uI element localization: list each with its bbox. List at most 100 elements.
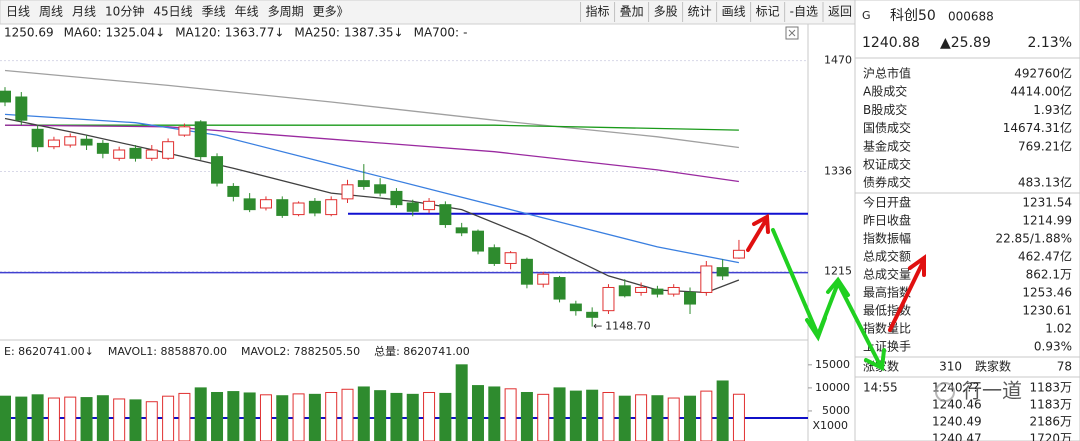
y-tick-label: 1336 [824,165,852,178]
volume-bar [520,391,533,441]
market-label: 基金成交 [863,138,911,153]
side-content: G 科创50 000688 1240.88 ▲25.89 2.13% 沪总市值 492760亿… [855,8,1080,441]
volume-bar [259,394,272,441]
period-tab[interactable]: 季线 [202,5,226,19]
ma-line [5,124,739,131]
indicator-name: MA700: [414,26,460,40]
period-tab[interactable]: 日线 [6,5,30,19]
period-tab[interactable]: 年线 [235,5,259,19]
tool-button[interactable]: 标记 [756,5,780,19]
volume-legend: MAVOL1: 8858870.00 [108,345,227,358]
red-arrow-head [752,213,770,234]
volume-tick-label: 10000 [815,381,850,394]
quote-pct: 2.13% [1028,35,1072,51]
indicator-value: 1325.04↓ [106,26,166,40]
volume-bar [113,398,126,441]
volume-bar [390,392,403,441]
stat-value: 462.47亿 [1018,249,1072,264]
toolbar [0,0,856,25]
quote-code: 000688 [948,10,994,24]
candle-body [504,252,517,264]
red-arrow [888,260,925,332]
candle-body [586,311,599,318]
candle-body [716,267,729,277]
period-tab[interactable]: 月线 [72,5,96,19]
volume-bar [162,395,175,441]
settings-icon [785,26,799,40]
volume-bar [537,393,550,441]
candle-body [276,199,289,216]
candle-body [520,258,533,285]
stat-label: 今日开盘 [863,195,911,210]
tool-button[interactable]: 画线 [722,5,746,19]
volume-bar [96,395,109,441]
volume-bar [471,385,484,441]
tick-price: 1240.47 [932,432,982,441]
volume-bar [586,389,599,441]
period-tab[interactable]: 45日线 [153,5,192,19]
candle-body [390,190,403,206]
stat-value: 1230.61 [1022,304,1072,318]
period-tab[interactable]: 10分钟 [105,4,144,19]
candle-body [96,142,109,154]
y-tick-label: 1215 [824,265,852,278]
down-count: 78 [1057,360,1072,374]
tool-button[interactable]: 指标 [586,4,610,19]
up-count: 310 [939,360,962,374]
volume-tick-label: 5000 [822,404,850,417]
candle-body [569,303,582,312]
volume-bar [47,397,60,441]
volume-bar [341,388,354,441]
tool-button[interactable]: 统计 [688,5,712,19]
tool-button[interactable]: 叠加 [620,5,644,19]
market-label: 国债成交 [863,120,911,135]
candle-body [406,202,419,212]
volume-bar [406,393,419,441]
candle-body [31,128,44,148]
indicator-name: MA250: [294,26,340,40]
period-tab[interactable]: 更多》 [313,5,349,19]
stat-value: 1214.99 [1022,214,1072,228]
quote-name: 科创50 [890,8,936,24]
candle-body [667,286,680,295]
period-tab[interactable]: 周线 [39,5,63,19]
market-value: 4414.00亿 [1010,84,1072,99]
tick-volume: 2186万 [1029,415,1072,429]
volume-bar [145,401,158,441]
candle-body [439,204,452,226]
low-annotation: 1148.70 [605,320,651,333]
period-tab[interactable]: 多周期 [268,5,304,19]
y-tick-label: 1470 [824,54,852,67]
candle-body [357,180,370,187]
volume-bar [227,391,240,441]
volume-bar [602,391,615,441]
volume-legend: E: 8620741.00↓ [4,345,94,358]
indicator-value: 1250.69 [4,26,54,40]
volume-bar [716,380,729,441]
tool-button[interactable]: -自选 [790,5,818,19]
volume-bar [455,364,468,441]
ma-line [4,124,739,183]
tool-button[interactable]: 返回 [828,5,852,19]
tick-volume: 1720万 [1029,432,1072,441]
candle-body [211,156,224,184]
market-value: 492760亿 [1014,66,1072,81]
green-head [864,348,886,372]
candle-body [684,291,697,305]
volume-legend: 总量: 8620741.00 [374,344,470,358]
volume-bar [684,395,697,441]
volume-bar [243,392,256,441]
candle-body [259,199,272,209]
candle-body [423,200,436,211]
market-value: 769.21亿 [1018,138,1072,153]
stat-value: 22.85/1.88% [995,232,1072,246]
stat-value: 1.02 [1045,322,1072,336]
indicator-value: 1363.77↓ [225,26,285,40]
stat-label: 总成交额 [863,249,911,264]
indicator-name: MA60: [64,26,102,40]
tool-button[interactable]: 多股 [654,5,678,19]
stat-label: 昨日收盘 [863,213,911,228]
candle-body [341,184,354,200]
volume-bar [325,391,338,441]
ma-line [4,69,739,149]
